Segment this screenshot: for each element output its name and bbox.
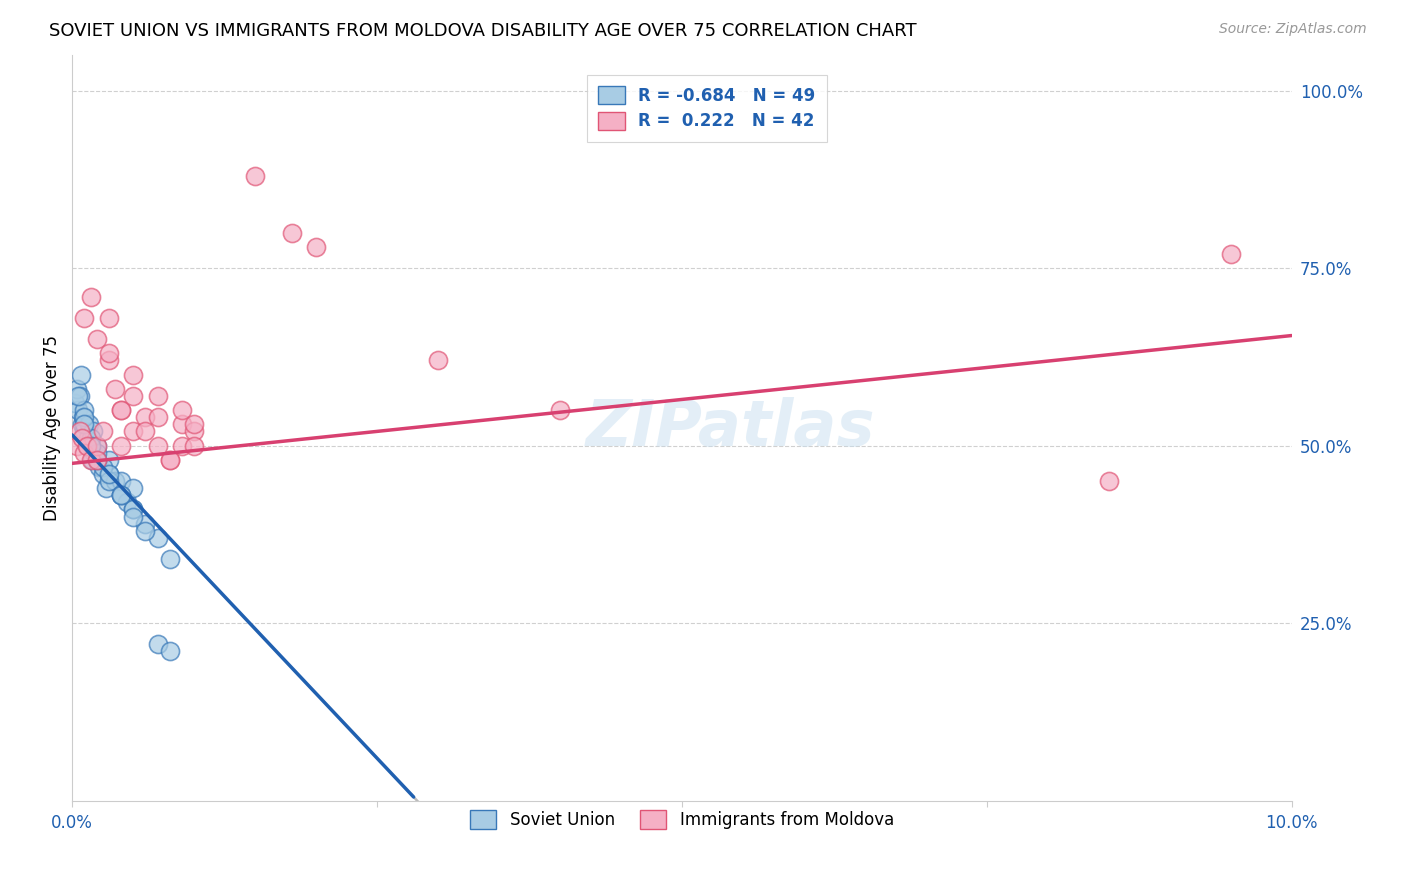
Point <box>83 446 105 460</box>
Point <box>170 417 193 432</box>
Point <box>86 446 108 460</box>
Point <box>146 531 169 545</box>
Point <box>86 452 108 467</box>
Point <box>67 389 90 403</box>
Point <box>73 403 96 417</box>
Point <box>122 389 145 403</box>
Point <box>69 389 91 403</box>
Point <box>110 439 132 453</box>
Point <box>159 452 181 467</box>
Point <box>122 502 145 516</box>
Point <box>73 410 96 425</box>
Point <box>97 452 120 467</box>
Point <box>79 289 101 303</box>
Point <box>97 353 120 368</box>
Point <box>134 410 156 425</box>
Point <box>122 368 145 382</box>
Point <box>183 417 205 432</box>
Point <box>1098 474 1121 488</box>
Point <box>80 452 103 467</box>
Point <box>104 382 127 396</box>
Point <box>280 226 302 240</box>
Point <box>91 425 114 439</box>
Point <box>87 459 110 474</box>
Point <box>243 169 266 183</box>
Point <box>86 332 108 346</box>
Point <box>70 417 93 432</box>
Text: SOVIET UNION VS IMMIGRANTS FROM MOLDOVA DISABILITY AGE OVER 75 CORRELATION CHART: SOVIET UNION VS IMMIGRANTS FROM MOLDOVA … <box>49 22 917 40</box>
Point <box>76 439 98 453</box>
Point <box>91 459 114 474</box>
Point <box>115 495 138 509</box>
Point <box>183 425 205 439</box>
Point <box>122 509 145 524</box>
Point <box>110 488 132 502</box>
Point <box>146 389 169 403</box>
Point <box>63 396 86 410</box>
Point <box>66 382 89 396</box>
Point <box>73 310 96 325</box>
Point <box>146 439 169 453</box>
Point <box>77 432 100 446</box>
Point <box>69 425 91 439</box>
Point <box>122 502 145 516</box>
Point <box>170 439 193 453</box>
Point <box>73 417 96 432</box>
Point <box>159 452 181 467</box>
Point <box>73 446 96 460</box>
Point <box>97 310 120 325</box>
Point <box>110 403 132 417</box>
Point <box>79 439 101 453</box>
Point <box>97 346 120 360</box>
Point <box>97 474 120 488</box>
Point <box>67 403 90 417</box>
Point <box>183 439 205 453</box>
Point <box>86 439 108 453</box>
Point <box>1219 247 1241 261</box>
Point <box>79 432 101 446</box>
Point <box>122 425 145 439</box>
Point <box>79 452 101 467</box>
Point <box>122 481 145 495</box>
Point <box>97 467 120 481</box>
Point <box>66 439 89 453</box>
Point <box>134 425 156 439</box>
Point <box>86 439 108 453</box>
Point <box>170 403 193 417</box>
Point <box>76 439 98 453</box>
Point <box>82 425 104 439</box>
Point <box>159 552 181 566</box>
Legend: Soviet Union, Immigrants from Moldova: Soviet Union, Immigrants from Moldova <box>458 798 905 840</box>
Point <box>79 439 101 453</box>
Point <box>73 425 96 439</box>
Point <box>134 516 156 531</box>
Point <box>91 467 114 481</box>
Point <box>96 481 118 495</box>
Point <box>86 452 108 467</box>
Point <box>69 368 91 382</box>
Text: ZIPatlas: ZIPatlas <box>586 397 876 458</box>
Point <box>86 452 108 467</box>
Point <box>104 474 127 488</box>
Point <box>79 417 101 432</box>
Point <box>110 488 132 502</box>
Point <box>427 353 450 368</box>
Point <box>146 637 169 651</box>
Point <box>146 410 169 425</box>
Y-axis label: Disability Age Over 75: Disability Age Over 75 <box>44 334 60 521</box>
Point <box>72 410 94 425</box>
Point <box>134 524 156 538</box>
Text: Source: ZipAtlas.com: Source: ZipAtlas.com <box>1219 22 1367 37</box>
Point <box>110 403 132 417</box>
Point <box>97 467 120 481</box>
Point <box>548 403 571 417</box>
Point <box>110 474 132 488</box>
Point <box>70 432 93 446</box>
Point <box>305 240 328 254</box>
Point <box>159 644 181 658</box>
Point <box>110 488 132 502</box>
